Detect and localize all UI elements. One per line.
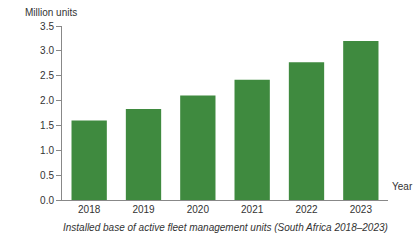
svg-text:2.5: 2.5 [40, 70, 54, 81]
svg-text:Installed base of active fleet: Installed base of active fleet managemen… [63, 222, 388, 233]
svg-text:2019: 2019 [132, 204, 155, 215]
svg-text:Year: Year [392, 181, 413, 192]
svg-text:2022: 2022 [295, 204, 318, 215]
svg-text:3.5: 3.5 [40, 21, 54, 32]
svg-text:2020: 2020 [187, 204, 210, 215]
svg-text:1.0: 1.0 [40, 145, 54, 156]
svg-text:1.5: 1.5 [40, 120, 54, 131]
svg-text:3.0: 3.0 [40, 45, 54, 56]
svg-text:2.0: 2.0 [40, 95, 54, 106]
svg-text:2018: 2018 [78, 204, 101, 215]
svg-text:2023: 2023 [350, 204, 373, 215]
svg-text:0.5: 0.5 [40, 170, 54, 181]
svg-text:Million units: Million units [25, 7, 77, 18]
svg-text:2021: 2021 [241, 204, 264, 215]
svg-text:0.0: 0.0 [40, 195, 54, 206]
